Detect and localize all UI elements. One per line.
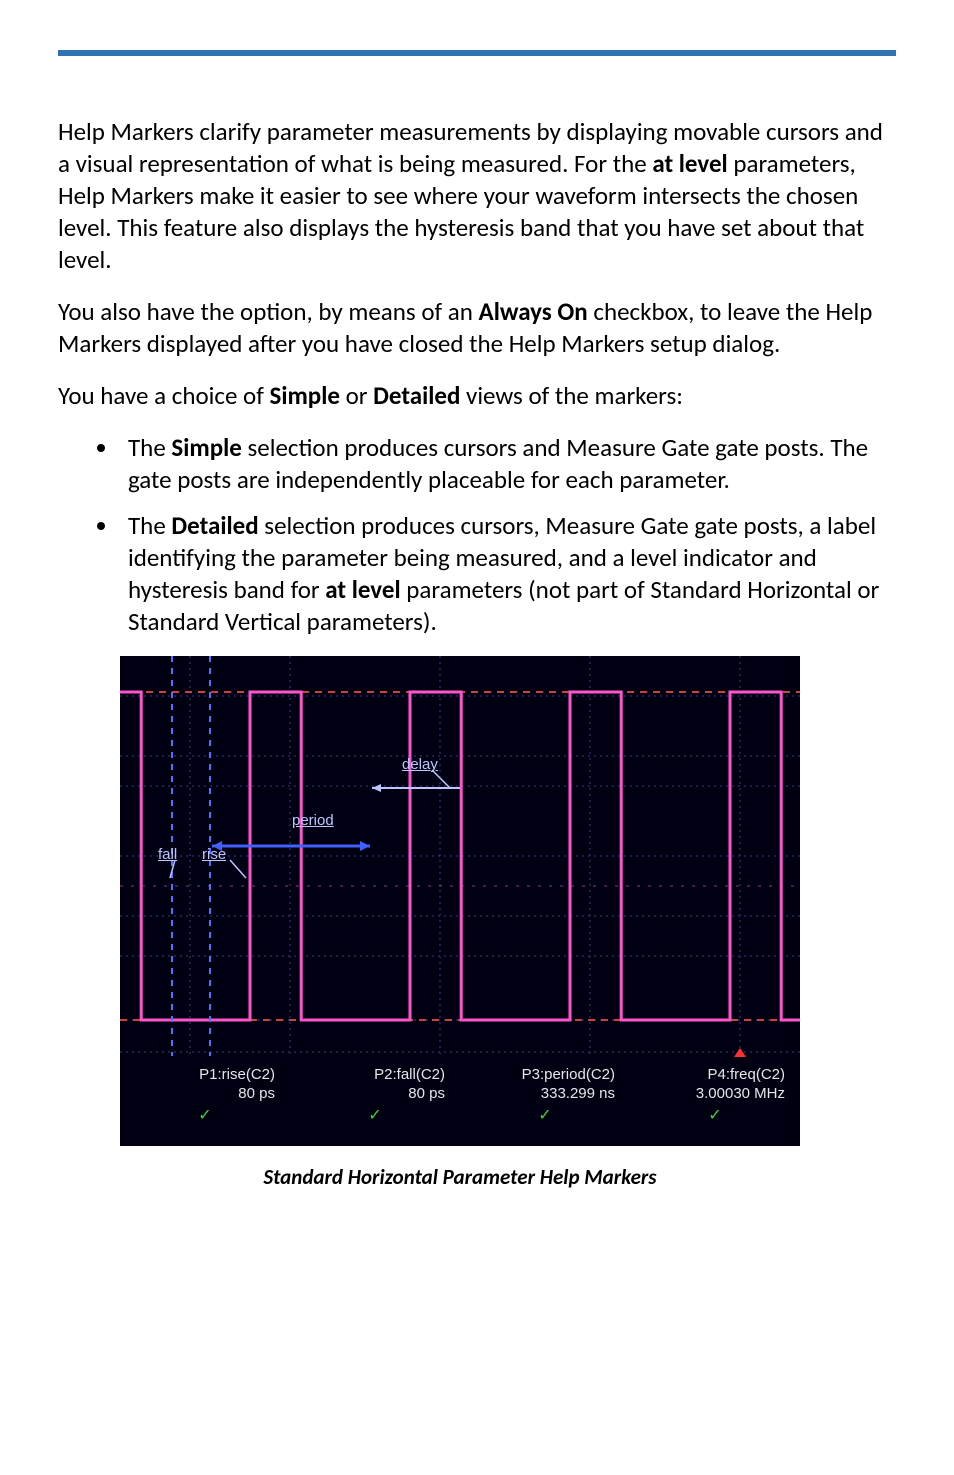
marker-label-period: period xyxy=(292,812,334,829)
readout-value: 333.299 ns xyxy=(541,1085,615,1102)
check-icon: ✓ xyxy=(305,1106,445,1126)
paragraph-3: You have a choice of Simple or Detailed … xyxy=(58,380,896,412)
marker-label-delay: delay xyxy=(402,756,438,773)
readout-name: P1:rise(C2) xyxy=(199,1066,275,1083)
list-item: The Simple selection produces cursors an… xyxy=(120,432,896,496)
readout-p2: P2:fall(C2) 80 ps ✓ xyxy=(305,1066,445,1126)
text-bold: Detailed xyxy=(373,380,460,411)
text: views of the markers: xyxy=(460,380,683,411)
text-bold: Simple xyxy=(270,380,340,411)
text: or xyxy=(340,380,373,411)
text-bold: Simple xyxy=(171,432,241,463)
readout-value: 80 ps xyxy=(238,1085,275,1102)
list-item: The Detailed selection produces cursors,… xyxy=(120,510,896,638)
bullet-list: The Simple selection produces cursors an… xyxy=(58,432,896,638)
readout-name: P2:fall(C2) xyxy=(374,1066,445,1083)
oscilloscope-screenshot: delay period fall rise P1:rise(C2) 80 ps… xyxy=(120,656,800,1146)
paragraph-1: Help Markers clarify parameter measureme… xyxy=(58,116,896,276)
readout-row: P1:rise(C2) 80 ps ✓ P2:fall(C2) 80 ps ✓ … xyxy=(120,1060,800,1146)
trigger-marker-icon xyxy=(734,1048,746,1057)
paragraph-2: You also have the option, by means of an… xyxy=(58,296,896,360)
check-icon: ✓ xyxy=(645,1106,785,1126)
marker-label-fall: fall xyxy=(158,846,177,863)
readout-name: P4:freq(C2) xyxy=(707,1066,785,1083)
text: You have a choice of xyxy=(58,380,270,411)
readout-name: P3:period(C2) xyxy=(522,1066,615,1083)
check-icon: ✓ xyxy=(475,1106,615,1126)
text-bold: Detailed xyxy=(171,510,258,541)
text-bold: Always On xyxy=(479,296,588,327)
readout-p3: P3:period(C2) 333.299 ns ✓ xyxy=(475,1066,615,1126)
marker-label-rise: rise xyxy=(202,846,226,863)
readout-value: 3.00030 MHz xyxy=(696,1085,785,1102)
text-bold: at level xyxy=(325,574,400,605)
readout-p1: P1:rise(C2) 80 ps ✓ xyxy=(135,1066,275,1126)
figure: delay period fall rise P1:rise(C2) 80 ps… xyxy=(120,656,896,1190)
check-icon: ✓ xyxy=(135,1106,275,1126)
text: You also have the option, by means of an xyxy=(58,296,479,327)
text: The xyxy=(128,510,171,541)
text: The xyxy=(128,432,171,463)
top-accent-bar xyxy=(58,50,896,56)
readout-p4: P4:freq(C2) 3.00030 MHz ✓ xyxy=(645,1066,785,1126)
text-bold: at level xyxy=(652,148,727,179)
figure-caption: Standard Horizontal Parameter Help Marke… xyxy=(120,1164,800,1190)
scope-chart-area: delay period fall rise xyxy=(120,656,800,1056)
readout-value: 80 ps xyxy=(408,1085,445,1102)
